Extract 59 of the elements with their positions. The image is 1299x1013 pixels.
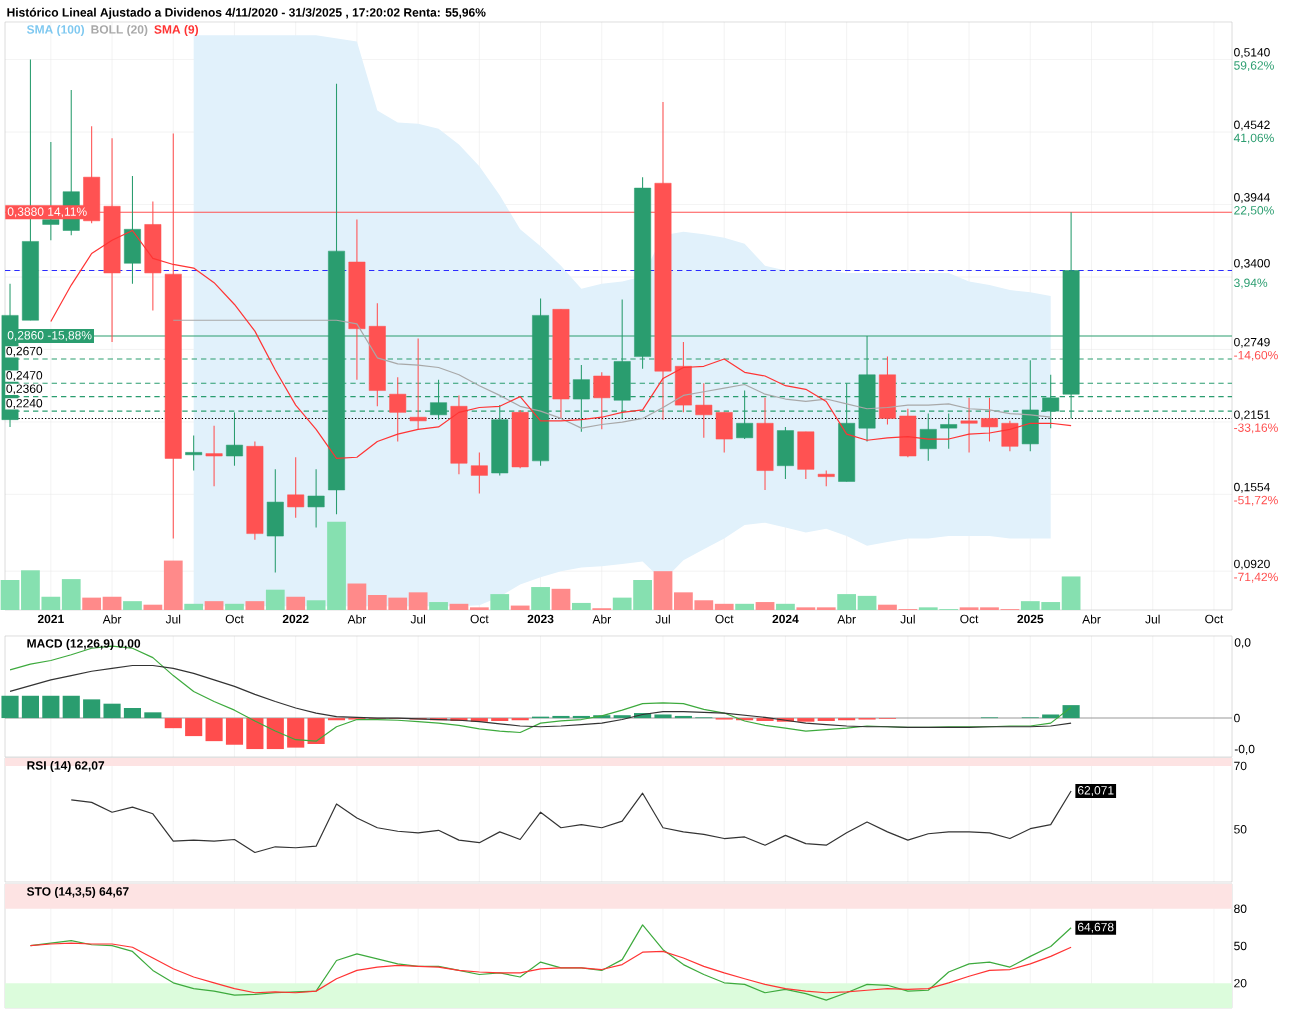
y-tick-label: 20 [1234, 978, 1247, 988]
y-tick-label: 0,5140 [1234, 48, 1270, 58]
x-tick-label: Oct [225, 614, 244, 624]
x-tick-label: 2025 [1017, 614, 1044, 624]
y-tick-label: 0,2749 [1234, 337, 1270, 348]
y-tick-label: 80 [1234, 904, 1247, 914]
y2-tick-label: 41,06% [1233, 133, 1274, 144]
ref-line-label: 0,2470 [6, 371, 43, 381]
x-tick-label: Abr [592, 614, 611, 624]
x-tick-label: Oct [715, 614, 734, 624]
chart-title: Histórico Lineal Ajustado a Dividenos 4/11/2020 - 31/3/2025 , 17:20:02 Renta: 55,96% [7, 7, 486, 20]
x-tick-label: Jul [165, 614, 181, 624]
x-tick-label: Abr [347, 614, 367, 624]
y2-tick-label: 22,50% [1234, 206, 1274, 216]
x-tick-label: Oct [470, 614, 489, 624]
y2-tick-label: -71,42% [1234, 572, 1278, 583]
ref-line-label: 0,2670 [6, 346, 43, 357]
x-tick-label: 2023 [527, 614, 554, 624]
y2-tick-label: -51,72% [1234, 495, 1278, 506]
y-tick-label: 0,4542 [1234, 120, 1270, 131]
ref-line-label: 0,3880 14,11% [7, 207, 87, 218]
legend-label: SMA (100) [26, 24, 85, 37]
x-tick-label: Oct [960, 614, 979, 624]
x-tick-label: 2024 [772, 614, 799, 624]
y2-tick-label: 59,62% [1234, 61, 1274, 72]
chart-title: STO (14,3,5) 64,67 [26, 886, 129, 899]
y-tick-label: 50 [1234, 941, 1247, 951]
y-tick-label: 0,3944 [1234, 193, 1270, 203]
chart-title: RSI (14) 62,07 [27, 760, 105, 773]
y2-tick-label: -14,60% [1234, 350, 1278, 361]
chart-title: MACD (12,26,9) 0,00 [27, 638, 141, 651]
x-tick-label: Jul [655, 614, 670, 624]
y-tick-label: 50 [1234, 825, 1247, 834]
ref-line-label: 0,2860 -15,88% [7, 331, 92, 341]
y2-tick-label: 3,94% [1234, 278, 1268, 289]
x-tick-label: 2021 [37, 614, 64, 624]
x-tick-label: Abr [102, 614, 122, 624]
x-tick-label: Oct [1205, 614, 1224, 624]
annotation: 64,678 [1077, 922, 1114, 933]
text: 0,0 [1234, 638, 1251, 649]
ref-line-label: 0,2240 [6, 398, 43, 409]
y-tick-label: 70 [1234, 761, 1247, 771]
ref-line-label: 0 [1234, 713, 1240, 723]
y-tick-label: 0,3400 [1234, 259, 1270, 269]
x-tick-label: 2022 [282, 614, 309, 624]
annotation: 62,071 [1077, 786, 1114, 797]
x-tick-label: Jul [900, 614, 915, 624]
text: BOLL (20) [91, 24, 148, 37]
text: SMA (9) [154, 24, 199, 37]
x-tick-label: Abr [837, 614, 856, 624]
y-tick-label: 0,1554 [1234, 482, 1270, 493]
x-tick-label: Abr [1082, 614, 1101, 624]
ref-line-label: 0,2360 [6, 384, 43, 395]
y-tick-label: 0,2151 [1234, 410, 1270, 421]
y-tick-label: 0,0920 [1234, 559, 1270, 570]
x-tick-label: Jul [1145, 614, 1160, 624]
y2-tick-label: -33,16% [1234, 423, 1278, 434]
x-tick-label: Jul [410, 614, 425, 624]
text: -0,0 [1234, 744, 1255, 755]
